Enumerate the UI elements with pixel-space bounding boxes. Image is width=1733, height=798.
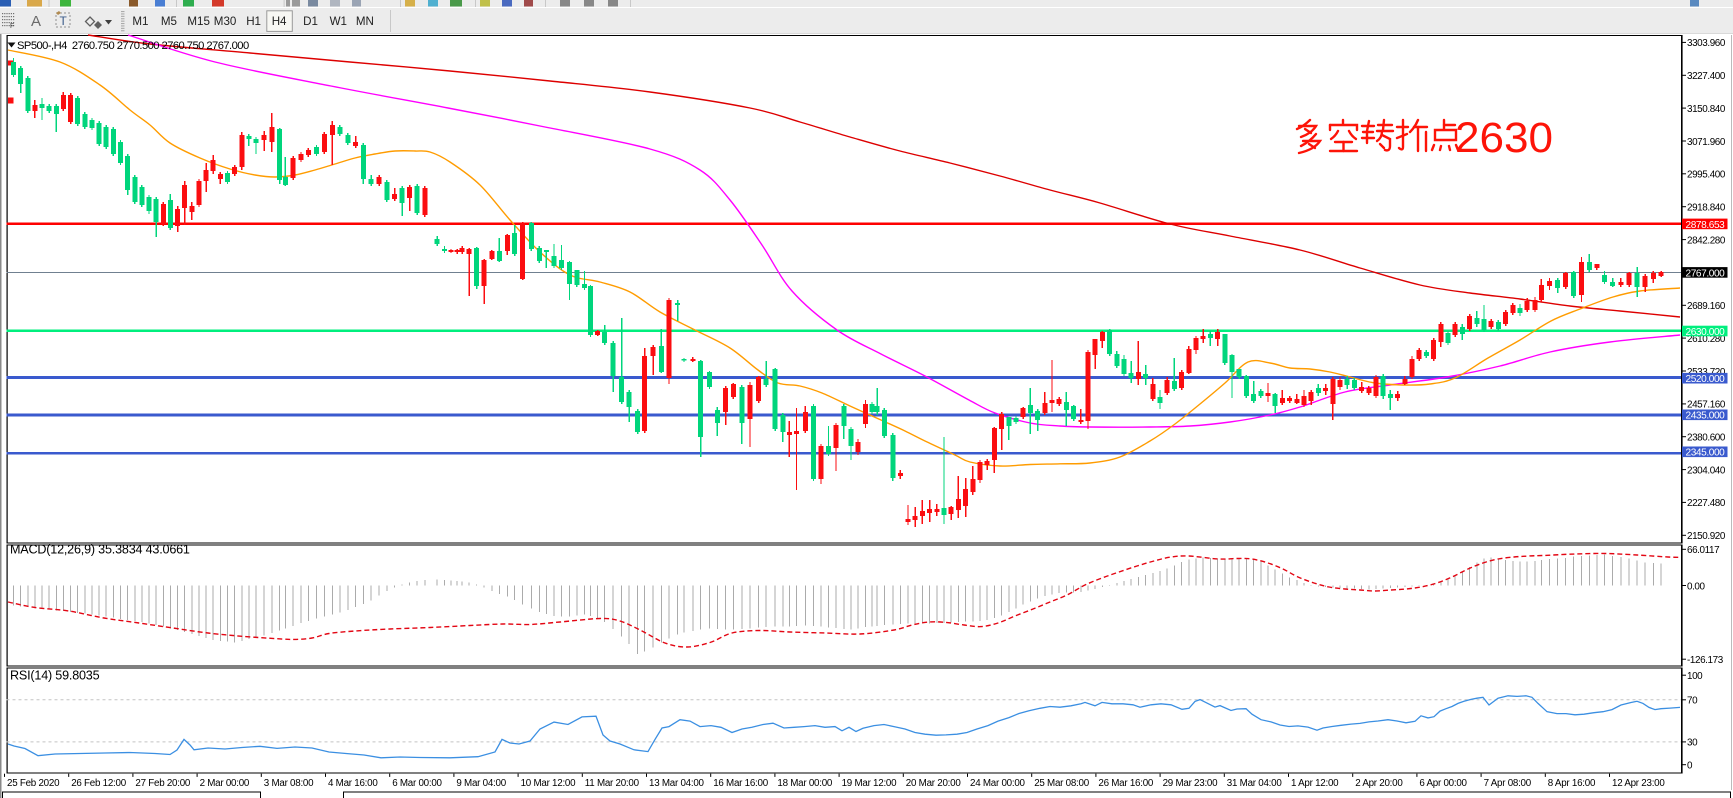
svg-text:3303.960: 3303.960	[1687, 38, 1726, 49]
svg-text:MN: MN	[356, 15, 374, 28]
svg-text:26 Feb 12:00: 26 Feb 12:00	[71, 778, 127, 789]
svg-text:70: 70	[1687, 696, 1698, 707]
svg-text:20 Mar 20:00: 20 Mar 20:00	[906, 778, 962, 789]
svg-text:26 Mar 16:00: 26 Mar 16:00	[1098, 778, 1154, 789]
svg-text:M30: M30	[214, 15, 237, 28]
svg-text:1 Apr 12:00: 1 Apr 12:00	[1291, 778, 1339, 789]
svg-text:M1: M1	[132, 15, 148, 28]
svg-text:2878.653: 2878.653	[1686, 220, 1726, 231]
svg-text:2610.280: 2610.280	[1687, 334, 1726, 345]
svg-text:-126.173: -126.173	[1687, 655, 1724, 666]
svg-text:4 Mar 16:00: 4 Mar 16:00	[328, 778, 378, 789]
svg-text:29 Mar 23:00: 29 Mar 23:00	[1163, 778, 1219, 789]
svg-text:2995.400: 2995.400	[1687, 170, 1726, 181]
svg-text:M15: M15	[187, 15, 210, 28]
svg-text:12 Apr 23:00: 12 Apr 23:00	[1612, 778, 1665, 789]
svg-text:3227.400: 3227.400	[1687, 71, 1726, 82]
svg-text:25 Feb 2020: 25 Feb 2020	[7, 778, 60, 789]
svg-text:2918.840: 2918.840	[1687, 203, 1726, 214]
svg-text:13 Mar 04:00: 13 Mar 04:00	[649, 778, 705, 789]
svg-text:31 Mar 04:00: 31 Mar 04:00	[1227, 778, 1283, 789]
svg-text:2 Mar 00:00: 2 Mar 00:00	[200, 778, 250, 789]
svg-text:2689.160: 2689.160	[1687, 301, 1726, 312]
svg-text:T: T	[60, 14, 68, 28]
svg-text:MACD(12,26,9) 35.3834 43.0661: MACD(12,26,9) 35.3834 43.0661	[10, 543, 190, 557]
svg-text:0.00: 0.00	[1687, 581, 1706, 592]
svg-text:2227.480: 2227.480	[1687, 498, 1726, 509]
svg-text:18 Mar 00:00: 18 Mar 00:00	[777, 778, 833, 789]
svg-text:M5: M5	[161, 15, 177, 28]
svg-text:H4: H4	[272, 15, 287, 28]
svg-text:27 Feb 20:00: 27 Feb 20:00	[135, 778, 191, 789]
svg-text:2304.040: 2304.040	[1687, 465, 1726, 476]
svg-text:11 Mar 20:00: 11 Mar 20:00	[585, 778, 640, 789]
svg-text:8 Apr 16:00: 8 Apr 16:00	[1548, 778, 1596, 789]
svg-text:0: 0	[1687, 761, 1693, 772]
svg-text:9 Mar 04:00: 9 Mar 04:00	[456, 778, 506, 789]
svg-text:D1: D1	[303, 15, 318, 28]
svg-text:7 Apr 08:00: 7 Apr 08:00	[1484, 778, 1532, 789]
svg-text:H1: H1	[246, 15, 261, 28]
svg-text:RSI(14) 59.8035: RSI(14) 59.8035	[10, 669, 100, 683]
svg-text:2520.000: 2520.000	[1686, 374, 1726, 385]
svg-text:66.0117: 66.0117	[1687, 545, 1719, 556]
svg-text:SP500-,H4 2760.750 2770.500 2: SP500-,H4 2760.750 2770.500 2760.750 276…	[17, 40, 249, 52]
svg-text:2150.920: 2150.920	[1687, 531, 1726, 542]
svg-text:2842.280: 2842.280	[1687, 235, 1726, 246]
svg-text:A: A	[31, 13, 41, 30]
svg-text:2457.160: 2457.160	[1687, 400, 1726, 411]
svg-text:10 Mar 12:00: 10 Mar 12:00	[521, 778, 577, 789]
svg-text:2 Apr 20:00: 2 Apr 20:00	[1355, 778, 1403, 789]
svg-text:6 Apr 00:00: 6 Apr 00:00	[1419, 778, 1467, 789]
svg-text:25 Mar 08:00: 25 Mar 08:00	[1034, 778, 1090, 789]
svg-text:2380.600: 2380.600	[1687, 433, 1726, 444]
svg-text:2345.000: 2345.000	[1686, 448, 1726, 459]
svg-text:30: 30	[1687, 738, 1698, 749]
svg-text:3150.840: 3150.840	[1687, 104, 1726, 115]
svg-text:19 Mar 12:00: 19 Mar 12:00	[842, 778, 898, 789]
svg-text:3 Mar 08:00: 3 Mar 08:00	[264, 778, 314, 789]
svg-text:2533.720: 2533.720	[1687, 367, 1726, 378]
svg-text:24 Mar 00:00: 24 Mar 00:00	[970, 778, 1026, 789]
svg-text:2767.000: 2767.000	[1686, 268, 1726, 279]
svg-text:3071.960: 3071.960	[1687, 137, 1726, 148]
svg-text:F: F	[10, 23, 14, 30]
svg-text:100: 100	[1687, 671, 1703, 682]
svg-text:2630: 2630	[1455, 114, 1553, 162]
svg-text:6 Mar 00:00: 6 Mar 00:00	[392, 778, 442, 789]
svg-text:2630.000: 2630.000	[1686, 327, 1726, 338]
svg-text:2435.000: 2435.000	[1686, 411, 1726, 422]
svg-text:16 Mar 16:00: 16 Mar 16:00	[713, 778, 769, 789]
svg-text:W1: W1	[330, 15, 347, 28]
